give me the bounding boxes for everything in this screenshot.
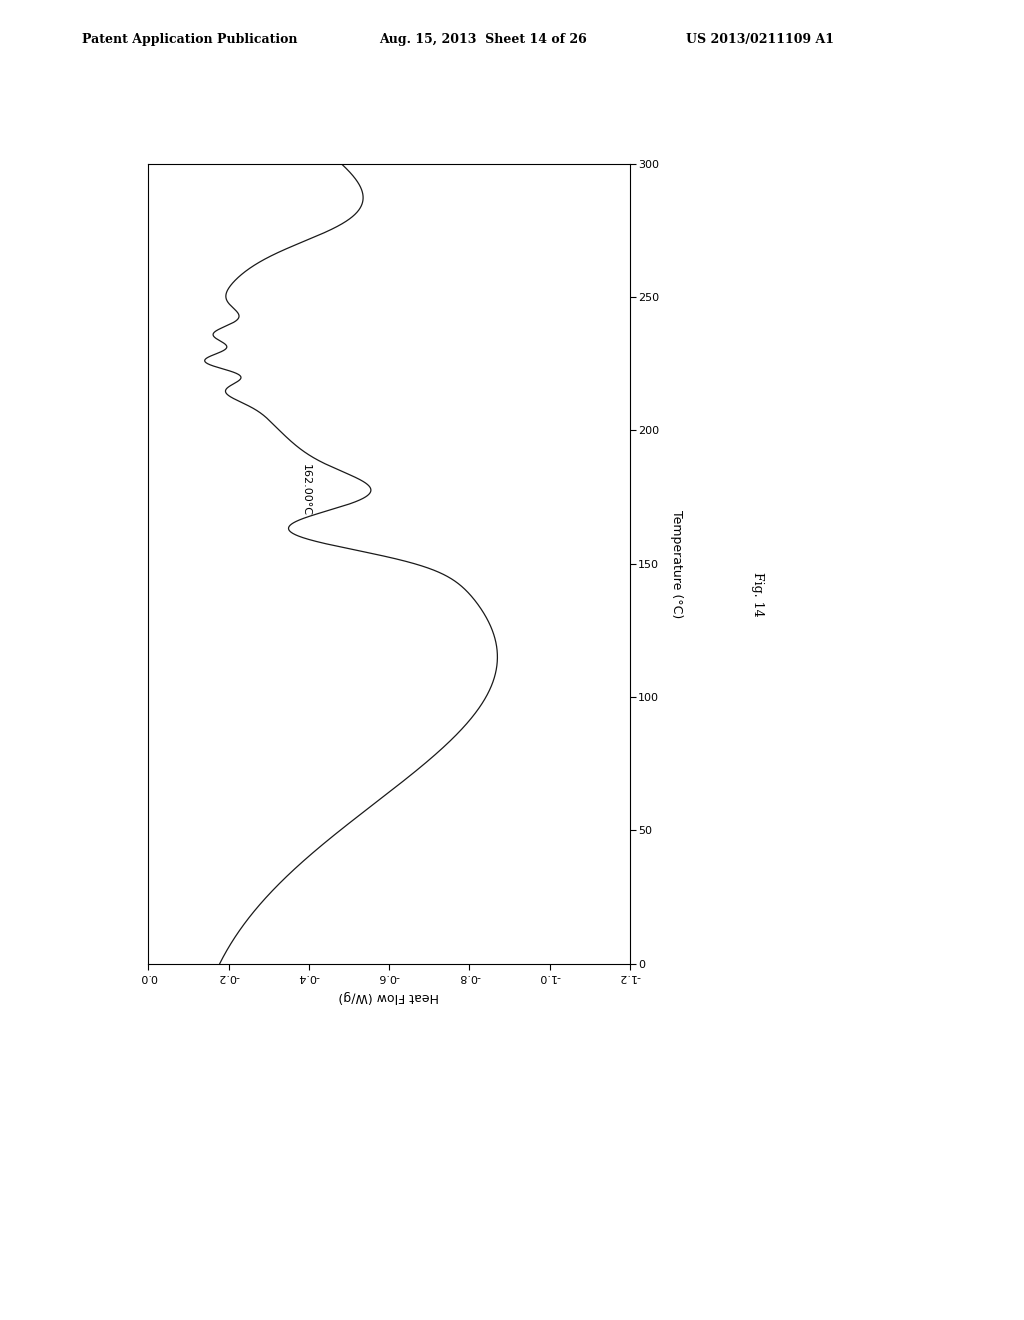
Text: Fig. 14: Fig. 14 bbox=[752, 572, 764, 616]
X-axis label: Heat Flow (W/g): Heat Flow (W/g) bbox=[339, 990, 439, 1003]
Text: Aug. 15, 2013  Sheet 14 of 26: Aug. 15, 2013 Sheet 14 of 26 bbox=[379, 33, 587, 46]
Text: US 2013/0211109 A1: US 2013/0211109 A1 bbox=[686, 33, 835, 46]
Y-axis label: Temperature (°C): Temperature (°C) bbox=[671, 510, 683, 618]
Text: Patent Application Publication: Patent Application Publication bbox=[82, 33, 297, 46]
Text: 162.00°C: 162.00°C bbox=[301, 463, 311, 516]
